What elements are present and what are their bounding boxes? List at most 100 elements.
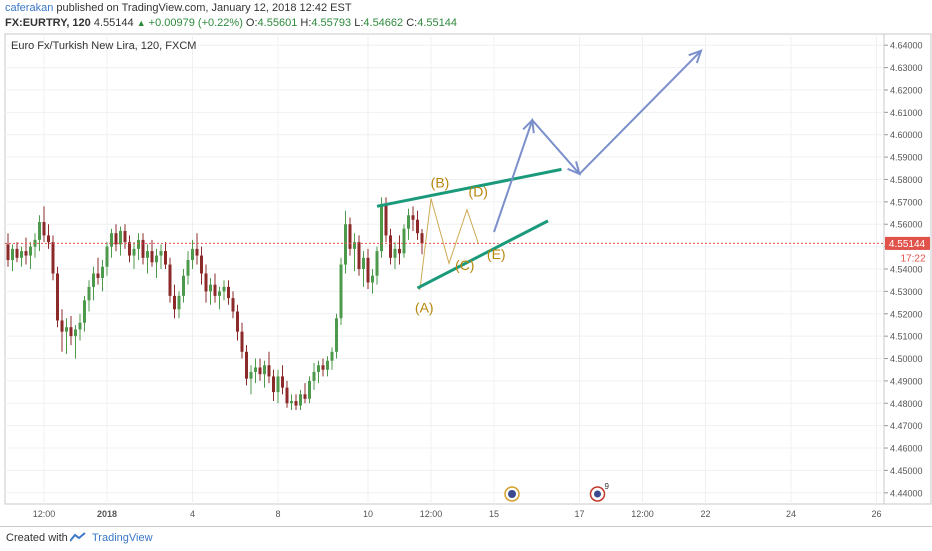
price-chart[interactable]: 4.44000 4.45000 4.46000 4.47000 4.48000 4.490… (0, 32, 932, 526)
horizontal-gridlines (5, 44, 884, 494)
arrowhead-icon (522, 117, 535, 134)
candle (92, 266, 95, 301)
footer: Created with TradingView (0, 526, 932, 551)
ohlc-line: FX:EURTRY, 120 4.55144 ▲ +0.00979 (+0.22… (5, 17, 457, 29)
candle (15, 242, 19, 263)
wave-label: (A) (415, 300, 434, 316)
time-tick-label: 17 (574, 509, 584, 519)
candle-body (366, 257, 370, 283)
candle-body (335, 318, 338, 352)
candle-body (393, 248, 397, 258)
up-triangle-icon: ▲ (136, 18, 146, 28)
candle-body (92, 273, 95, 287)
price-tick-label: 4.46000 (890, 444, 923, 454)
candle (249, 365, 253, 395)
candle (150, 239, 154, 267)
candle-body (11, 248, 14, 261)
candle (258, 358, 262, 381)
price-tick-label: 4.51000 (890, 332, 923, 342)
candle (393, 242, 397, 269)
symbol-label: FX:EURTRY, 120 (5, 17, 91, 29)
candle-body (222, 286, 226, 292)
vertical-gridlines (43, 34, 877, 504)
time-axis-labels: 12:00 2018 4 8 10 12:00 15 17 12:00 22 24 26 (33, 509, 882, 519)
close-label: C: (406, 17, 418, 29)
candle (330, 347, 334, 370)
candle-body (227, 286, 230, 299)
candle-body (389, 235, 392, 258)
candle-body (159, 251, 163, 256)
candle (38, 215, 41, 252)
price-axis[interactable] (883, 33, 932, 505)
candle (209, 277, 212, 305)
candle (200, 246, 203, 285)
candle (168, 257, 172, 303)
price-tick-label: 4.52000 (890, 309, 923, 319)
candle-body (416, 219, 419, 234)
candle (164, 242, 167, 269)
lower-trendline (416, 219, 549, 290)
candle (398, 235, 401, 265)
candle (227, 280, 230, 305)
candle (281, 365, 284, 395)
candle-body (177, 295, 181, 310)
candle-body (164, 251, 167, 265)
candle (29, 242, 32, 269)
price-tick-label: 4.45000 (890, 466, 923, 476)
candle-body (87, 286, 91, 301)
candle-body (267, 365, 271, 377)
candle (33, 233, 37, 258)
candle (101, 260, 104, 292)
candle-body (294, 401, 298, 406)
author-link[interactable]: caferakan (5, 2, 54, 14)
candle-body (317, 365, 320, 372)
last-price-marker (885, 236, 930, 250)
candle-body (339, 264, 343, 319)
candle-body (74, 329, 77, 337)
candle-body (15, 248, 19, 258)
candle-body (78, 322, 82, 330)
candle-body (411, 215, 415, 220)
candle-body (326, 360, 329, 370)
event-count-badge: 9 (605, 482, 610, 491)
candle-body (420, 233, 424, 244)
candles (6, 197, 424, 410)
candle (294, 394, 298, 410)
candle-body (60, 320, 64, 332)
price-tick-label: 4.53000 (890, 287, 923, 297)
tradingview-logo-icon (70, 532, 86, 542)
candle-body (56, 273, 59, 321)
arrowhead-icon (567, 161, 582, 176)
chart-header: caferakan published on TradingView.com, … (0, 0, 932, 32)
candle-body (29, 246, 32, 256)
candle (74, 324, 77, 359)
candle-body (272, 376, 275, 393)
candle (6, 233, 10, 267)
candle-body (137, 239, 140, 249)
price-tick-label: 4.63000 (890, 63, 923, 73)
candle (213, 273, 217, 303)
time-tick-label: 12:00 (420, 509, 443, 519)
candle-body (299, 394, 302, 406)
candle-body (240, 331, 244, 352)
low-value: 4.54662 (363, 17, 404, 29)
candle (407, 208, 410, 240)
candle (218, 286, 221, 310)
candle (83, 295, 86, 332)
candle-body (353, 242, 356, 249)
tradingview-link[interactable]: TradingView (92, 532, 153, 544)
candle (362, 251, 365, 287)
price-tick-label: 4.47000 (890, 421, 923, 431)
candle (128, 235, 131, 263)
candle-body (375, 251, 379, 276)
candle-body (236, 311, 239, 332)
candle (245, 345, 248, 386)
event-dot (594, 490, 601, 498)
candle (204, 264, 208, 303)
price-tick-label: 4.50000 (890, 354, 923, 364)
candle (51, 235, 55, 281)
candle (299, 389, 302, 410)
candle (69, 316, 73, 346)
price-tick-label: 4.49000 (890, 376, 923, 386)
candle (411, 206, 415, 231)
